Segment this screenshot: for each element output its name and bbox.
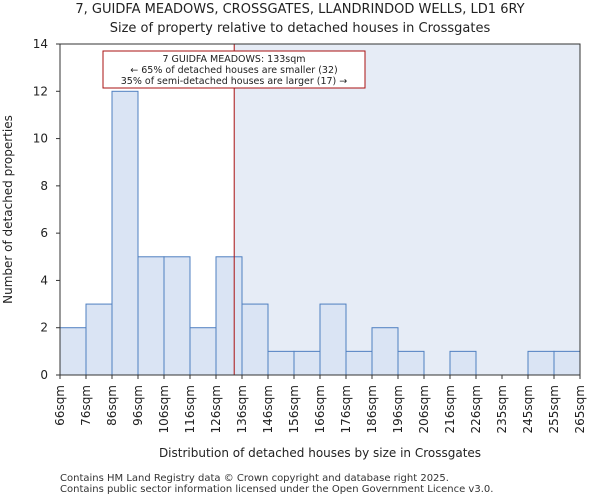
x-tick-label: 66sqm <box>53 385 67 426</box>
bar-66sqm <box>59 327 87 376</box>
x-ticks: 66sqm 76sqm 86sqm 96sqm 106sqm 116sqm 126sqm 13… <box>53 375 587 433</box>
bar-166sqm <box>319 303 347 376</box>
x-tick-label: 86sqm <box>105 385 119 426</box>
y-tick-label: 10 <box>33 132 48 146</box>
x-tick-label: 156sqm <box>287 385 301 433</box>
marker-annotation: 7 GUIDFA MEADOWS: 133sqm ← 65% of detach… <box>102 50 366 89</box>
annotation-line-3: 35% of semi-detached houses are larger (… <box>121 76 348 87</box>
bar-176sqm <box>345 350 373 376</box>
bar-186sqm <box>371 327 399 376</box>
x-tick-label: 255sqm <box>547 385 561 433</box>
y-tick-label: 8 <box>40 179 48 193</box>
x-tick-label: 76sqm <box>79 385 93 426</box>
y-tick-label: 14 <box>33 37 48 51</box>
x-tick-label: 176sqm <box>339 385 353 433</box>
x-tick-label: 245sqm <box>521 385 535 433</box>
x-tick-label: 196sqm <box>391 385 405 433</box>
footer-line-1: Contains HM Land Registry data © Crown c… <box>60 473 449 484</box>
bar-255sqm <box>553 350 581 376</box>
y-tick-label: 2 <box>40 321 48 335</box>
y-tick-label: 12 <box>33 84 48 98</box>
x-tick-label: 226sqm <box>469 385 483 433</box>
x-tick-label: 206sqm <box>417 385 431 433</box>
x-tick-label: 216sqm <box>443 385 457 433</box>
bar-196sqm <box>397 350 425 376</box>
y-tick-label: 6 <box>40 226 48 240</box>
x-tick-label: 116sqm <box>183 385 197 433</box>
chart-title: 7, GUIDFA MEADOWS, CROSSGATES, LLANDRIND… <box>75 2 525 17</box>
x-tick-label: 265sqm <box>573 385 587 433</box>
x-tick-label: 166sqm <box>313 385 327 433</box>
bar-136sqm <box>241 303 269 376</box>
annotation-line-2: ← 65% of detached houses are smaller (32… <box>130 65 337 76</box>
x-tick-label: 235sqm <box>495 385 509 433</box>
bar-76sqm <box>85 303 113 376</box>
y-ticks: 0 2 4 6 8 10 12 14 <box>33 37 60 382</box>
x-axis-label: Distribution of detached houses by size … <box>159 446 481 460</box>
x-tick-label: 136sqm <box>235 385 249 433</box>
annotation-box <box>102 50 366 89</box>
bars-group <box>59 90 581 376</box>
bar-245sqm <box>527 350 555 376</box>
y-tick-label: 4 <box>40 273 48 287</box>
bar-156sqm <box>293 350 321 376</box>
x-tick-label: 96sqm <box>131 385 145 426</box>
y-axis-label: Number of detached properties <box>1 115 15 304</box>
bar-216sqm <box>449 350 477 376</box>
bar-116sqm <box>189 327 217 376</box>
bar-106sqm <box>163 256 191 376</box>
x-tick-label: 126sqm <box>209 385 223 433</box>
bar-126sqm <box>215 256 243 376</box>
bar-86sqm <box>111 90 139 376</box>
bar-146sqm <box>267 350 295 376</box>
x-tick-label: 186sqm <box>365 385 379 433</box>
chart-subtitle: Size of property relative to detached ho… <box>109 21 491 36</box>
footer-line-2: Contains public sector information licen… <box>60 484 494 495</box>
right-shade-region <box>234 44 580 375</box>
annotation-line-1: 7 GUIDFA MEADOWS: 133sqm <box>162 54 305 65</box>
bar-96sqm <box>137 256 165 376</box>
x-tick-label: 106sqm <box>157 385 171 433</box>
y-tick-label: 0 <box>40 368 48 382</box>
x-tick-label: 146sqm <box>261 385 275 433</box>
